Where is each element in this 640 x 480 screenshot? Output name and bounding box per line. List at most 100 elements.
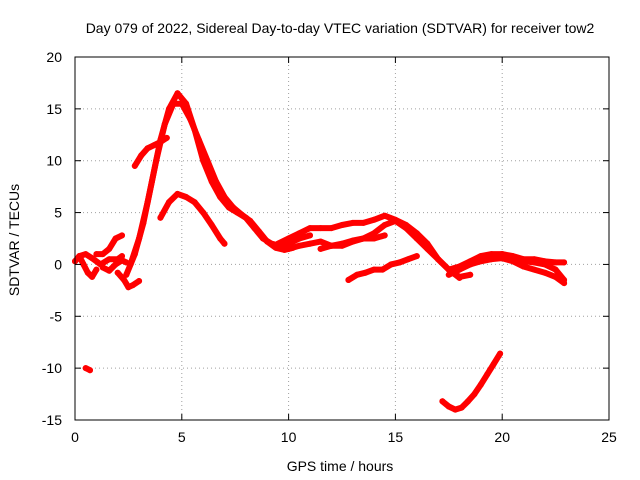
data-point xyxy=(307,232,313,239)
data-point xyxy=(317,245,324,252)
data-point xyxy=(381,222,388,228)
data-point xyxy=(452,406,459,413)
y-axis-label: SDTVAR / TECUs xyxy=(6,184,22,296)
data-point xyxy=(255,228,262,235)
y-tick-label: 15 xyxy=(46,101,62,117)
data-point xyxy=(552,259,559,266)
data-point xyxy=(136,278,143,284)
y-tick-label: 20 xyxy=(46,49,62,65)
data-point xyxy=(106,245,113,252)
data-point xyxy=(163,134,170,141)
data-point xyxy=(541,258,548,265)
data-point xyxy=(439,398,446,405)
y-tick-label: 0 xyxy=(54,256,62,272)
x-tick-label: 5 xyxy=(178,429,186,445)
data-point xyxy=(339,240,345,247)
data-point xyxy=(217,235,224,242)
data-point xyxy=(195,137,202,143)
plot-frame xyxy=(74,56,610,421)
y-tick-labels: -15 -10 -5 0 5 10 15 20 xyxy=(42,49,62,428)
data-point xyxy=(371,230,377,237)
data-point xyxy=(123,271,130,278)
data-point xyxy=(170,100,177,107)
data-point xyxy=(349,237,356,244)
data-point xyxy=(541,269,548,276)
data-point xyxy=(99,264,106,271)
data-point xyxy=(80,261,87,268)
data-point xyxy=(339,222,345,228)
data-point xyxy=(121,277,128,283)
data-point xyxy=(531,256,538,263)
data-point xyxy=(296,242,303,249)
data-point xyxy=(84,269,91,276)
data-point xyxy=(561,259,568,266)
data-point xyxy=(93,251,100,258)
data-point xyxy=(221,194,228,200)
grid-lines xyxy=(75,57,609,420)
data-point xyxy=(157,214,164,221)
data-point xyxy=(127,261,134,268)
data-point xyxy=(403,225,410,232)
data-point xyxy=(166,199,172,206)
data-point xyxy=(285,235,292,242)
data-point xyxy=(191,199,198,206)
data-point xyxy=(456,266,463,273)
data-point xyxy=(106,267,113,274)
data-point xyxy=(157,139,164,145)
data-point xyxy=(200,209,207,216)
data-point xyxy=(136,235,143,242)
data-point xyxy=(520,256,527,263)
data-point xyxy=(230,204,237,211)
data-point xyxy=(151,142,157,149)
data-point xyxy=(264,238,271,245)
data-point xyxy=(204,157,211,164)
data-point xyxy=(360,235,367,242)
data-point xyxy=(174,90,181,97)
data-point xyxy=(183,194,190,200)
data-point xyxy=(89,255,96,262)
chart-title: Day 079 of 2022, Sidereal Day-to-day VTE… xyxy=(86,20,595,36)
data-point xyxy=(381,232,388,239)
data-point xyxy=(388,261,395,268)
data-point xyxy=(285,245,292,252)
data-point xyxy=(119,253,125,260)
data-point xyxy=(477,381,484,388)
y-tick-label: 10 xyxy=(46,153,62,169)
data-point xyxy=(552,266,559,273)
data-point xyxy=(531,266,538,273)
y-tick-label: 5 xyxy=(54,205,62,221)
x-tick-label: 0 xyxy=(71,429,79,445)
data-point xyxy=(106,256,113,263)
data-point xyxy=(187,116,194,123)
axis-ticks xyxy=(74,56,610,421)
data-point xyxy=(138,152,145,159)
data-point xyxy=(497,350,504,357)
data-point xyxy=(114,269,121,276)
data-point xyxy=(93,266,100,273)
series-arc-bottom xyxy=(439,350,504,413)
data-point xyxy=(381,212,388,219)
data-point xyxy=(328,242,335,249)
data-point xyxy=(119,232,125,239)
data-point xyxy=(317,238,324,245)
data-point xyxy=(178,100,185,107)
data-point xyxy=(89,273,96,280)
data-point xyxy=(213,178,219,185)
data-point xyxy=(413,235,420,242)
data-point xyxy=(488,253,495,260)
data-point xyxy=(458,404,465,411)
data-point xyxy=(371,266,377,273)
x-tick-label: 10 xyxy=(281,429,297,445)
data-point xyxy=(131,162,138,169)
data-point xyxy=(379,266,386,273)
data-point xyxy=(144,145,151,152)
data-point xyxy=(445,271,452,278)
data-point xyxy=(477,256,484,263)
data-point xyxy=(435,256,442,263)
data-point xyxy=(467,261,474,268)
data-point xyxy=(296,230,303,237)
data-point xyxy=(371,216,377,223)
data-point xyxy=(413,253,420,260)
data-point xyxy=(99,251,106,258)
